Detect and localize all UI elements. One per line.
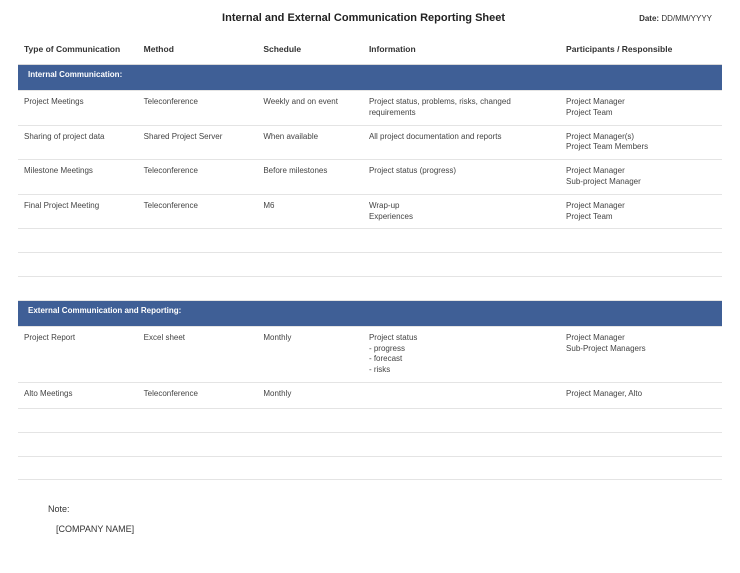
cell-empty xyxy=(560,229,722,253)
cell-method: Shared Project Server xyxy=(138,125,258,160)
table-row: Milestone MeetingsTeleconferenceBefore m… xyxy=(18,160,722,195)
table-row: Final Project MeetingTeleconferenceM6Wra… xyxy=(18,194,722,229)
table-header: Type of Communication Method Schedule In… xyxy=(18,38,722,65)
cell-empty xyxy=(257,229,363,253)
cell-method: Teleconference xyxy=(138,194,258,229)
col-header-information: Information xyxy=(363,38,560,65)
cell-type: Project Meetings xyxy=(18,91,138,126)
cell-empty xyxy=(257,408,363,432)
cell-empty xyxy=(560,408,722,432)
cell-empty xyxy=(138,432,258,456)
cell-empty xyxy=(138,253,258,277)
cell-type: Project Report xyxy=(18,326,138,382)
cell-type: Milestone Meetings xyxy=(18,160,138,195)
cell-empty xyxy=(257,432,363,456)
cell-empty xyxy=(18,408,138,432)
cell-empty xyxy=(257,253,363,277)
cell-empty xyxy=(18,432,138,456)
date-label: Date: xyxy=(639,14,659,23)
cell-empty xyxy=(257,456,363,480)
communication-table: Type of Communication Method Schedule In… xyxy=(18,38,722,480)
cell-method: Teleconference xyxy=(138,91,258,126)
col-header-schedule: Schedule xyxy=(257,38,363,65)
cell-empty xyxy=(363,229,560,253)
cell-empty xyxy=(560,456,722,480)
section-title: External Communication and Reporting: xyxy=(18,300,722,326)
col-header-type: Type of Communication xyxy=(18,38,138,65)
cell-empty xyxy=(363,456,560,480)
cell-participants: Project Manager, Alto xyxy=(560,382,722,408)
cell-info: All project documentation and reports xyxy=(363,125,560,160)
section-band: External Communication and Reporting: xyxy=(18,300,722,326)
col-header-method: Method xyxy=(138,38,258,65)
cell-empty xyxy=(138,229,258,253)
cell-info xyxy=(363,382,560,408)
col-header-participants: Participants / Responsible xyxy=(560,38,722,65)
table-body: Internal Communication:Project MeetingsT… xyxy=(18,65,722,480)
cell-schedule: Monthly xyxy=(257,382,363,408)
cell-empty xyxy=(363,408,560,432)
note-label: Note: xyxy=(48,504,722,514)
cell-schedule: Before milestones xyxy=(257,160,363,195)
cell-schedule: Weekly and on event xyxy=(257,91,363,126)
date-field: Date: DD/MM/YYYY xyxy=(639,14,712,23)
cell-empty xyxy=(18,229,138,253)
cell-empty xyxy=(138,456,258,480)
cell-empty xyxy=(18,456,138,480)
cell-schedule: When available xyxy=(257,125,363,160)
cell-participants: Project Manager Project Team xyxy=(560,91,722,126)
table-row: Sharing of project dataShared Project Se… xyxy=(18,125,722,160)
cell-empty xyxy=(363,253,560,277)
cell-info: Project status, problems, risks, changed… xyxy=(363,91,560,126)
table-row-empty xyxy=(18,408,722,432)
cell-empty xyxy=(18,253,138,277)
cell-info: Project status - progress - forecast - r… xyxy=(363,326,560,382)
page-title: Internal and External Communication Repo… xyxy=(88,12,639,24)
cell-info: Project status (progress) xyxy=(363,160,560,195)
company-name: [COMPANY NAME] xyxy=(48,524,722,534)
cell-empty xyxy=(560,253,722,277)
cell-schedule: Monthly xyxy=(257,326,363,382)
table-row: Project ReportExcel sheetMonthlyProject … xyxy=(18,326,722,382)
cell-method: Teleconference xyxy=(138,382,258,408)
cell-schedule: M6 xyxy=(257,194,363,229)
section-title: Internal Communication: xyxy=(18,65,722,91)
cell-info: Wrap-up Experiences xyxy=(363,194,560,229)
table-row-empty xyxy=(18,432,722,456)
table-row: Project MeetingsTeleconferenceWeekly and… xyxy=(18,91,722,126)
cell-participants: Project Manager Sub-Project Managers xyxy=(560,326,722,382)
table-row-empty xyxy=(18,456,722,480)
header-row: Internal and External Communication Repo… xyxy=(18,12,722,24)
cell-empty xyxy=(363,432,560,456)
section-band: Internal Communication: xyxy=(18,65,722,91)
cell-empty xyxy=(138,408,258,432)
cell-participants: Project Manager(s) Project Team Members xyxy=(560,125,722,160)
cell-type: Alto Meetings xyxy=(18,382,138,408)
cell-method: Teleconference xyxy=(138,160,258,195)
date-value: DD/MM/YYYY xyxy=(661,14,712,23)
cell-empty xyxy=(560,432,722,456)
footer: Note: [COMPANY NAME] xyxy=(18,504,722,534)
cell-type: Sharing of project data xyxy=(18,125,138,160)
cell-empty xyxy=(138,276,258,300)
cell-type: Final Project Meeting xyxy=(18,194,138,229)
table-row: Alto MeetingsTeleconferenceMonthly Projec… xyxy=(18,382,722,408)
cell-participants: Project Manager Sub-project Manager xyxy=(560,160,722,195)
cell-participants: Project Manager Project Team xyxy=(560,194,722,229)
cell-empty xyxy=(257,276,363,300)
cell-empty xyxy=(560,276,722,300)
table-row-empty xyxy=(18,229,722,253)
cell-method: Excel sheet xyxy=(138,326,258,382)
cell-empty xyxy=(363,276,560,300)
table-row-empty xyxy=(18,276,722,300)
table-row-empty xyxy=(18,253,722,277)
cell-empty xyxy=(18,276,138,300)
